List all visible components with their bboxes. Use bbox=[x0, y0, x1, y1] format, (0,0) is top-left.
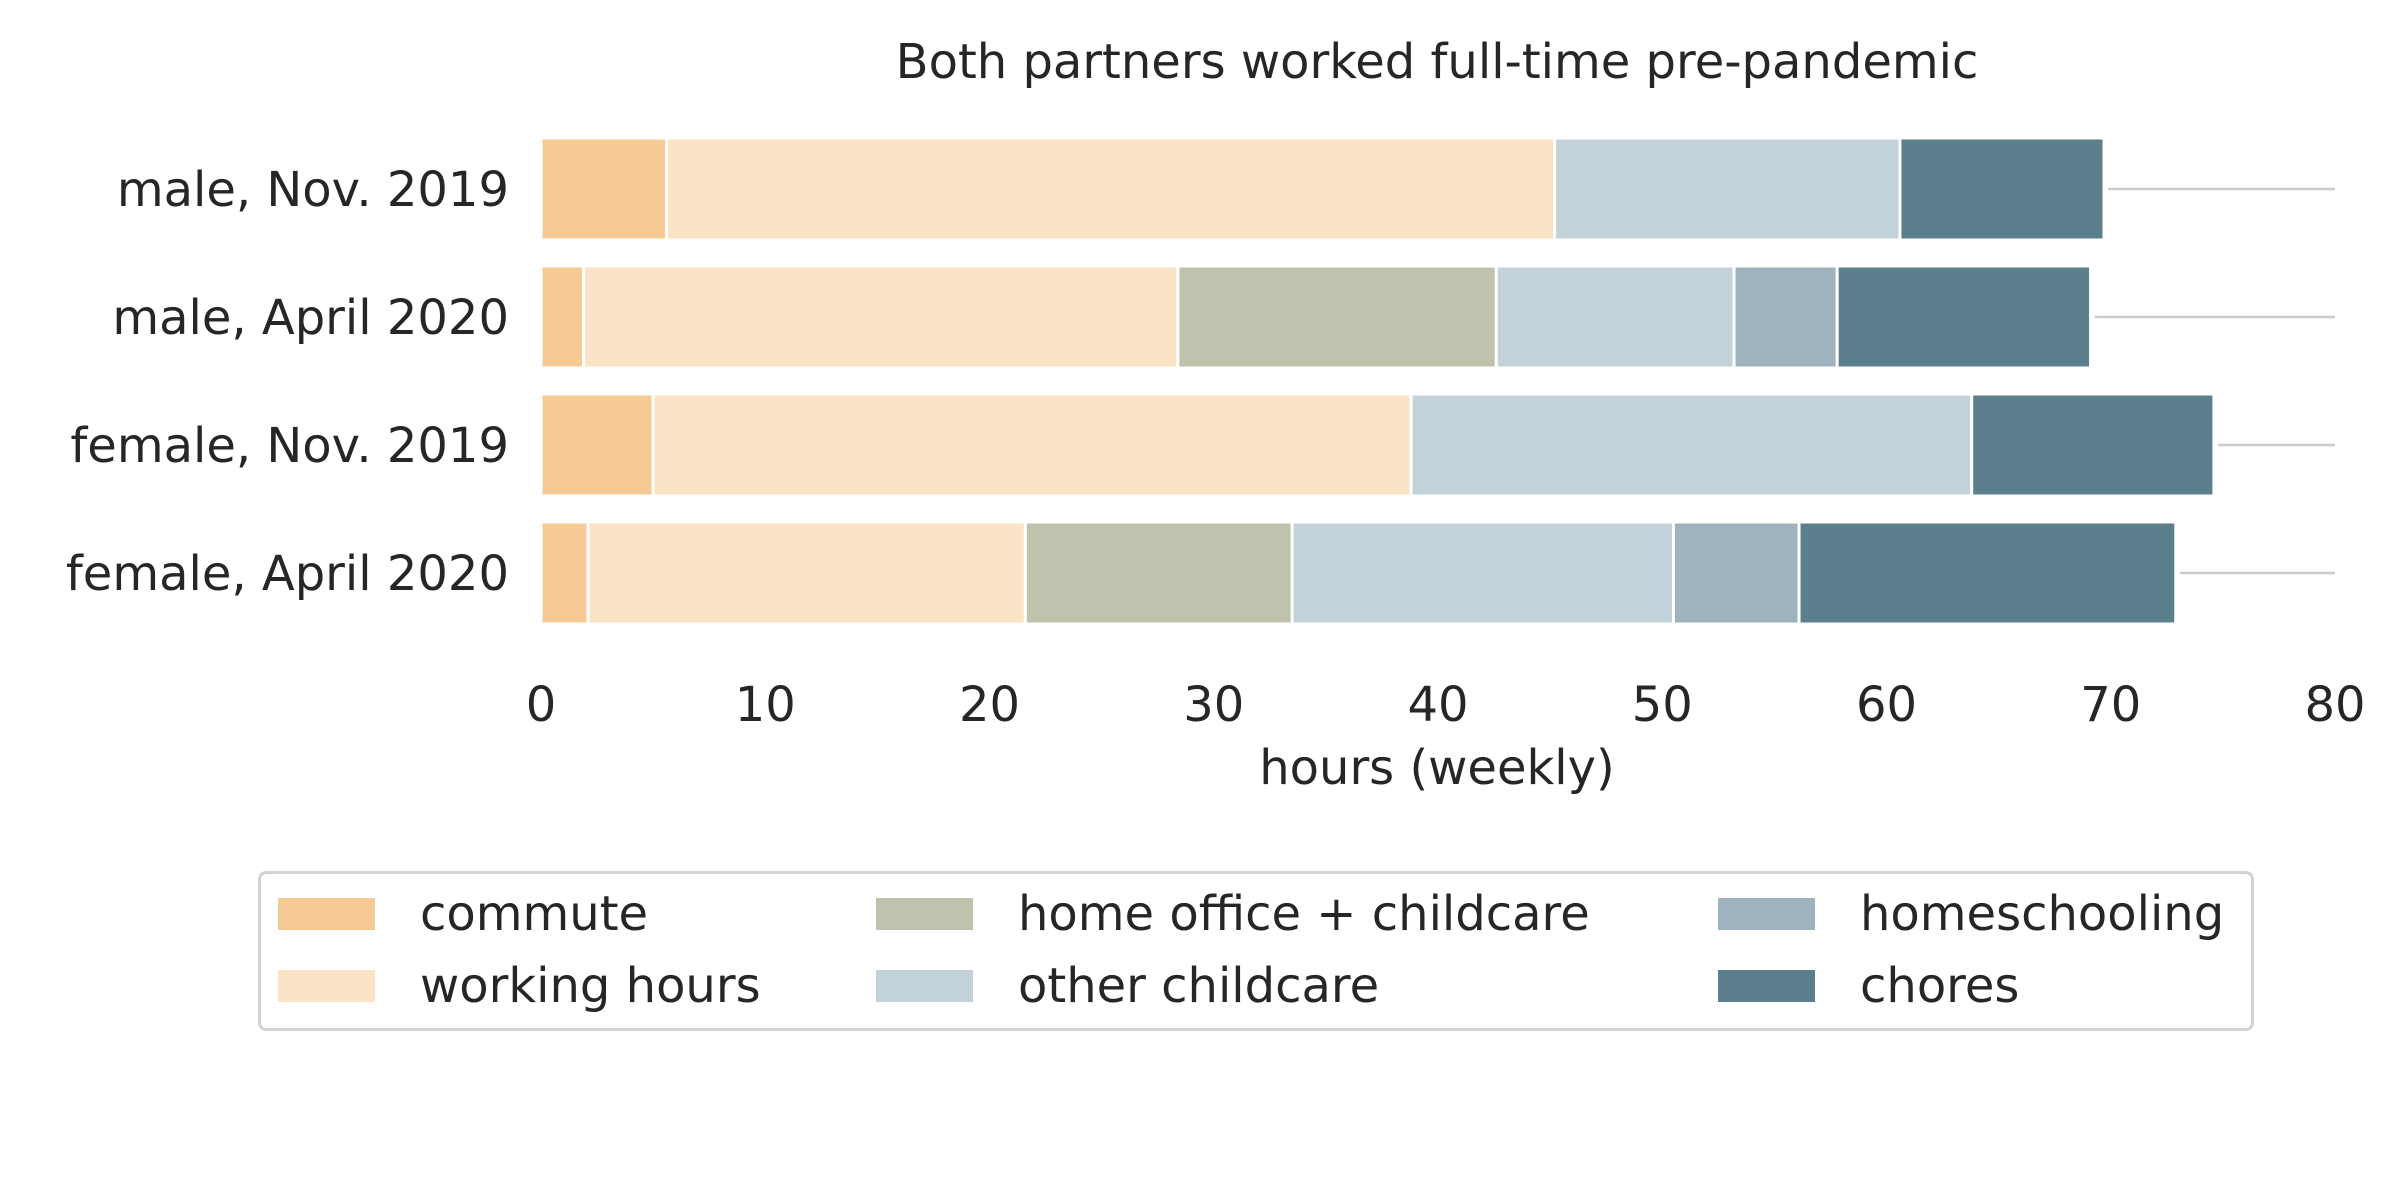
bar-home-office-childcare-male-april-2020 bbox=[1176, 264, 1498, 370]
x-tick-label: 60 bbox=[1856, 677, 1917, 733]
legend-item-homeschooling: homeschooling bbox=[1718, 889, 2224, 939]
bar-chores-female-nov-2019 bbox=[1970, 392, 2216, 498]
x-tick-label: 0 bbox=[526, 677, 557, 733]
bar-homeschooling-male-april-2020 bbox=[1732, 264, 1839, 370]
x-tick-label: 80 bbox=[2304, 677, 2365, 733]
x-tick-label: 30 bbox=[1183, 677, 1244, 733]
bar-homeschooling-female-april-2020 bbox=[1671, 520, 1801, 626]
bar-chores-male-nov-2019 bbox=[1898, 136, 2106, 242]
x-tick-label: 70 bbox=[2080, 677, 2141, 733]
legend-swatch bbox=[278, 970, 375, 1002]
x-tick-labels: 0 10 20 30 40 50 60 70 80 bbox=[526, 677, 2366, 733]
legend-swatch bbox=[1718, 898, 1815, 930]
legend-item-other-childcare: other childcare bbox=[876, 961, 1379, 1011]
bar-working-hours-male-nov-2019 bbox=[665, 136, 1557, 242]
x-tick-label: 50 bbox=[1632, 677, 1693, 733]
legend-swatch bbox=[876, 970, 973, 1002]
legend: commute working hours home office + childc… bbox=[258, 871, 2254, 1031]
legend-item-home-office-childcare: home office + childcare bbox=[876, 889, 1590, 939]
bar-working-hours-male-april-2020 bbox=[582, 264, 1180, 370]
bar-commute-female-nov-2019 bbox=[539, 392, 655, 498]
legend-label: commute bbox=[420, 886, 649, 942]
bar-working-hours-female-april-2020 bbox=[586, 520, 1027, 626]
x-tick-label: 20 bbox=[959, 677, 1020, 733]
bar-other-childcare-female-nov-2019 bbox=[1409, 392, 1974, 498]
category-label: male, April 2020 bbox=[112, 290, 509, 346]
category-label: male, Nov. 2019 bbox=[117, 162, 509, 218]
legend-label: other childcare bbox=[1018, 958, 1380, 1014]
legend-label: chores bbox=[1860, 958, 2020, 1014]
x-tick-label: 10 bbox=[735, 677, 796, 733]
bar-other-childcare-female-april-2020 bbox=[1290, 520, 1675, 626]
legend-swatch bbox=[1718, 970, 1815, 1002]
legend-swatch bbox=[876, 898, 973, 930]
bar-home-office-childcare-female-april-2020 bbox=[1023, 520, 1294, 626]
legend-label: homeschooling bbox=[1860, 886, 2225, 942]
bar-working-hours-female-nov-2019 bbox=[651, 392, 1413, 498]
bar-commute-female-april-2020 bbox=[539, 520, 590, 626]
legend-label: home office + childcare bbox=[1018, 886, 1590, 942]
category-label: female, Nov. 2019 bbox=[70, 418, 509, 474]
bar-commute-male-april-2020 bbox=[539, 264, 586, 370]
x-tick-label: 40 bbox=[1407, 677, 1468, 733]
bars bbox=[539, 136, 2216, 626]
legend-item-chores: chores bbox=[1718, 961, 2019, 1011]
legend-item-commute: commute bbox=[278, 889, 648, 939]
x-axis-label: hours (weekly) bbox=[1259, 740, 1615, 796]
grid-lines bbox=[2094, 187, 2335, 575]
legend-item-working-hours: working hours bbox=[278, 961, 761, 1011]
bar-chores-female-april-2020 bbox=[1797, 520, 2178, 626]
category-label: female, April 2020 bbox=[66, 546, 509, 602]
bar-commute-male-nov-2019 bbox=[539, 136, 669, 242]
chart-title: Both partners worked full-time pre-pande… bbox=[896, 34, 1979, 90]
legend-label: working hours bbox=[420, 958, 761, 1014]
bar-chores-male-april-2020 bbox=[1835, 264, 2093, 370]
category-labels: male, Nov. 2019 male, April 2020 female, N… bbox=[66, 162, 509, 602]
bar-other-childcare-male-april-2020 bbox=[1494, 264, 1736, 370]
legend-swatch bbox=[278, 898, 375, 930]
bar-other-childcare-male-nov-2019 bbox=[1553, 136, 1902, 242]
